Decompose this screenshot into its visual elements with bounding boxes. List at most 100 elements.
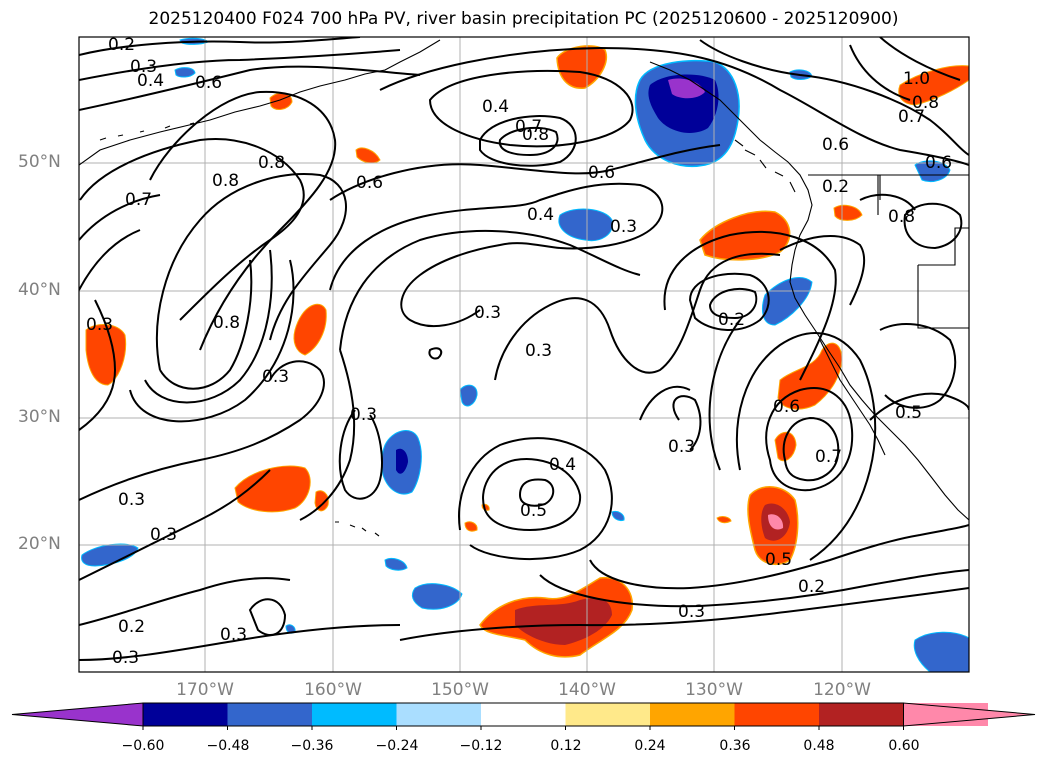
precip-pos-core [515, 598, 612, 645]
contour-label: 0.3 [668, 437, 695, 457]
contour-label: 0.8 [912, 93, 939, 113]
pv-contour [708, 287, 758, 320]
pv-contour [129, 259, 295, 423]
contour-label: 0.5 [765, 550, 792, 570]
pv-contour [428, 347, 443, 360]
contour-label: 1.0 [903, 69, 930, 89]
colorbar-bin [481, 703, 566, 726]
pv-contour [736, 332, 877, 561]
pv-contour [589, 524, 969, 590]
contour-label: 0.6 [925, 153, 952, 173]
colorbar-tick-label: 0.24 [634, 738, 666, 754]
contour-label: 0.3 [678, 602, 705, 622]
pv-contour [79, 624, 401, 661]
precip-pos-patch [355, 147, 381, 164]
precip-neg-core [396, 448, 408, 474]
pv-contour [338, 409, 383, 500]
contour-label: 0.3 [610, 217, 637, 237]
contour-label: 0.6 [588, 163, 615, 183]
precip-pos-patch [293, 303, 327, 356]
colorbar-bin [650, 703, 735, 726]
precip-neg-patch [384, 557, 408, 571]
pv-contour [79, 469, 271, 581]
lat-label-50n: 50°N [18, 152, 61, 172]
colorbar-tick-label: −0.48 [206, 738, 250, 754]
pv-contour [869, 392, 969, 421]
pv-contour [879, 37, 961, 81]
contour-label: 0.4 [482, 97, 509, 117]
contour-label: 0.3 [350, 405, 377, 425]
pv-contour [339, 229, 641, 351]
lon-label-170w: 170°W [176, 680, 234, 700]
lon-label-140w: 140°W [558, 680, 616, 700]
pv-contour [79, 577, 291, 626]
contour-label: 0.6 [822, 135, 849, 155]
precip-pos-patch [556, 45, 607, 89]
pv-contour [903, 202, 963, 250]
pv-contour [248, 598, 287, 636]
contour-label: 0.3 [112, 648, 139, 668]
pv-contour [765, 387, 854, 492]
pv-contour [299, 349, 356, 521]
baja-peninsula-coast [819, 339, 886, 456]
contour-label: 0.3 [474, 303, 501, 323]
pv-contour [79, 49, 401, 81]
pv-contour [156, 173, 347, 371]
contour-label: 0.3 [525, 341, 552, 361]
contour-label: 0.2 [718, 310, 745, 330]
lat-label-30n: 30°N [18, 407, 61, 427]
contour-label: 0.5 [520, 501, 547, 521]
graticule [79, 37, 969, 672]
map-title: 2025120400 F024 700 hPa PV, river basin … [148, 9, 899, 29]
pv-contour [663, 231, 837, 381]
colorbar-tick-label: 0.12 [550, 738, 582, 754]
contour-label: 0.3 [130, 57, 157, 77]
colorbar-tick-label: −0.60 [121, 738, 165, 754]
precip-neg-patch [913, 631, 969, 672]
precip-neg-patch [174, 67, 196, 78]
pv-contour [672, 395, 702, 451]
pv-contour [458, 437, 613, 560]
precip-pos-patch [234, 465, 311, 513]
contour-label: 0.7 [898, 107, 925, 127]
pv-contour [779, 234, 866, 306]
colorbar-tick-label: 0.48 [803, 738, 835, 754]
hawaii-islands [335, 521, 380, 537]
pv-contour [479, 115, 577, 167]
colorbar-bin [396, 703, 481, 726]
contour-label: 0.2 [798, 577, 825, 597]
pv-contour [79, 299, 117, 431]
precip-pos-max [768, 514, 784, 530]
precip-pos-patch [269, 92, 293, 110]
pv-contour [482, 458, 582, 532]
contour-label: 0.3 [220, 625, 247, 645]
lat-label-20n: 20°N [18, 534, 61, 554]
colorbar-tick-label: 0.60 [888, 738, 920, 754]
contour-label: 0.2 [108, 35, 135, 55]
contour-label: 0.6 [195, 73, 222, 93]
colorbar-bin [734, 703, 819, 726]
contour-label: 0.3 [262, 367, 289, 387]
contour-label: 0.4 [137, 71, 164, 91]
pv-contour [399, 587, 969, 641]
pv-contour [79, 194, 161, 291]
colorbar-tick-label: 0.36 [719, 738, 751, 754]
precip-pos-patch [716, 516, 732, 524]
gulf-alaska-coast [649, 61, 969, 521]
pv-contour [79, 138, 305, 321]
pv-contour [708, 319, 741, 471]
contour-label: 0.4 [549, 455, 576, 475]
colorbar-tick-label: −0.24 [375, 738, 419, 754]
state-borders [877, 175, 969, 329]
colorbar-tick-label: −0.36 [290, 738, 334, 754]
lon-label-120w: 120°W [813, 680, 871, 700]
contour-label: 0.8 [258, 153, 285, 173]
pv-contour [79, 65, 421, 111]
colorbar-bin [312, 703, 397, 726]
precip-pos-patch [699, 210, 791, 261]
pv-contour [159, 259, 253, 390]
colorbar [11, 702, 1036, 730]
pv-contour [79, 360, 325, 501]
contour-label: 0.7 [125, 190, 152, 210]
pv-contours [79, 37, 969, 661]
